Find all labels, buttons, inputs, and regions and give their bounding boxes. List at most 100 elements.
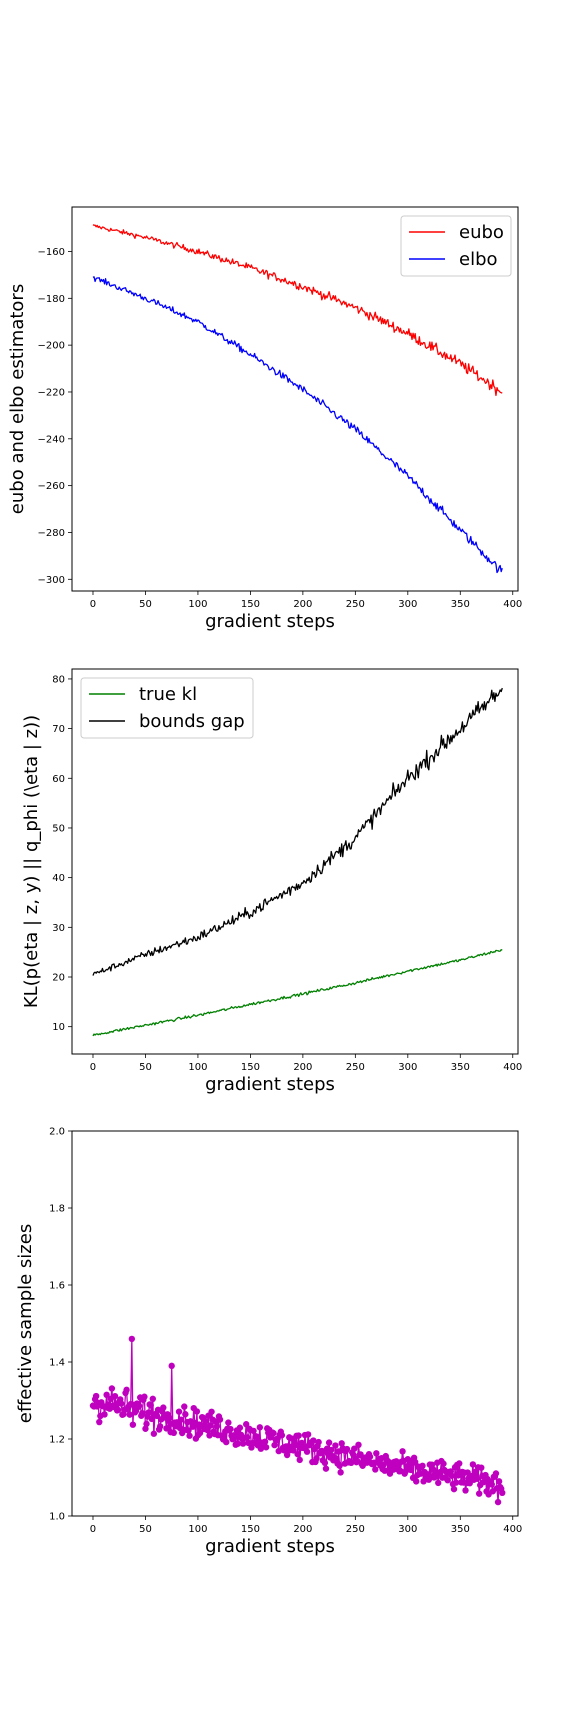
data-point-marker — [244, 1434, 251, 1441]
data-point-marker — [141, 1393, 148, 1400]
data-point-marker — [177, 1416, 185, 1423]
data-point-marker — [114, 1406, 122, 1414]
data-point-marker — [103, 1391, 110, 1399]
x-tick-label: 400 — [503, 599, 522, 610]
data-point-marker — [419, 1462, 426, 1470]
legend-label: eubo — [459, 222, 504, 243]
x-tick-label: 100 — [188, 599, 207, 610]
data-point-marker — [145, 1409, 152, 1416]
data-point-marker — [262, 1444, 270, 1451]
data-point-marker — [411, 1458, 419, 1466]
data-point-marker — [351, 1445, 358, 1452]
x-tick-label: 100 — [188, 1524, 207, 1535]
data-point-marker — [310, 1437, 317, 1444]
x-tick-label: 400 — [503, 1524, 522, 1535]
data-point-marker — [270, 1429, 277, 1437]
data-point-marker — [170, 1429, 177, 1437]
x-tick-label: 400 — [503, 1062, 522, 1073]
data-point-marker — [380, 1461, 387, 1468]
y-tick-label: 1.8 — [49, 1204, 65, 1215]
data-point-marker — [366, 1453, 374, 1460]
data-point-marker — [304, 1431, 312, 1438]
x-tick-label: 250 — [346, 1062, 365, 1073]
x-tick-label: 50 — [139, 1524, 152, 1535]
series-line-eubo — [92, 224, 503, 397]
data-point-marker — [452, 1479, 460, 1486]
legend-label: true kl — [139, 684, 197, 705]
data-point-marker — [488, 1481, 495, 1488]
data-point-marker — [469, 1461, 477, 1468]
x-tick-label: 0 — [90, 1062, 96, 1073]
data-point-marker — [223, 1438, 230, 1446]
data-point-marker — [495, 1478, 503, 1485]
data-point-marker — [303, 1448, 311, 1455]
plot-frame — [71, 668, 519, 1055]
data-point-marker — [108, 1385, 116, 1392]
y-tick-label: 70 — [52, 724, 65, 735]
data-point-marker — [315, 1438, 322, 1446]
x-tick-label: 300 — [398, 1524, 417, 1535]
y-tick-label: 1.4 — [49, 1358, 65, 1369]
data-point-marker — [139, 1409, 146, 1417]
y-tick-label: 10 — [52, 1022, 65, 1033]
data-point-marker — [256, 1424, 264, 1431]
data-point-marker — [185, 1427, 192, 1434]
data-point-marker — [193, 1408, 201, 1415]
data-point-marker — [332, 1442, 339, 1449]
data-point-marker — [156, 1423, 164, 1430]
y-tick-label: 1.0 — [49, 1512, 65, 1523]
data-point-marker — [250, 1427, 257, 1435]
x-tick-label: 200 — [293, 1524, 312, 1535]
data-point-marker — [186, 1432, 193, 1439]
data-point-marker — [160, 1404, 167, 1411]
data-point-marker — [290, 1447, 297, 1454]
data-point-marker — [143, 1420, 150, 1428]
x-tick-label: 250 — [346, 1524, 365, 1535]
data-point-marker — [355, 1441, 362, 1449]
data-point-marker — [150, 1430, 158, 1437]
data-point-marker — [440, 1460, 447, 1467]
y-tick-label: −160 — [38, 247, 65, 258]
data-point-marker — [236, 1424, 244, 1431]
x-axis-label: gradient steps — [205, 611, 335, 632]
data-point-marker — [234, 1440, 242, 1447]
data-point-marker — [372, 1466, 379, 1473]
data-point-marker — [126, 1411, 133, 1418]
data-point-marker — [147, 1402, 154, 1409]
x-tick-label: 200 — [293, 599, 312, 610]
y-tick-label: 60 — [52, 774, 65, 785]
x-axis-label: gradient steps — [205, 1536, 335, 1557]
data-point-marker — [92, 1392, 100, 1400]
y-tick-label: 2.0 — [49, 1127, 65, 1138]
y-tick-label: 80 — [52, 674, 65, 685]
x-tick-label: 100 — [188, 1062, 207, 1073]
data-point-marker — [239, 1440, 247, 1447]
data-point-marker — [204, 1426, 211, 1434]
data-point-marker — [207, 1422, 214, 1429]
x-tick-label: 150 — [241, 1524, 260, 1535]
x-tick-label: 350 — [451, 599, 470, 610]
data-point-marker — [325, 1439, 333, 1446]
data-point-marker — [475, 1490, 483, 1497]
data-point-marker — [135, 1402, 143, 1410]
data-point-marker — [499, 1489, 506, 1497]
x-tick-label: 50 — [139, 599, 152, 610]
data-point-marker — [435, 1479, 442, 1487]
data-point-marker — [128, 1335, 136, 1343]
chart-panel-1: 0 50 100 150 200 250 300 350 400 −160 −180 −200 −220… — [7, 206, 522, 632]
data-point-marker — [123, 1386, 130, 1394]
data-point-marker — [129, 1421, 137, 1428]
data-point-marker — [213, 1423, 221, 1430]
data-point-marker — [473, 1475, 481, 1482]
x-tick-label: 150 — [241, 1062, 260, 1073]
x-tick-label: 250 — [346, 599, 365, 610]
data-point-marker — [175, 1408, 183, 1415]
data-point-marker — [202, 1417, 209, 1425]
data-point-marker — [407, 1466, 415, 1474]
y-tick-label: 20 — [52, 973, 65, 984]
data-point-marker — [294, 1450, 301, 1458]
legend: true kl bounds gap — [80, 677, 254, 739]
series-line-bounds-gap — [92, 687, 503, 976]
plot-frame — [71, 206, 519, 592]
